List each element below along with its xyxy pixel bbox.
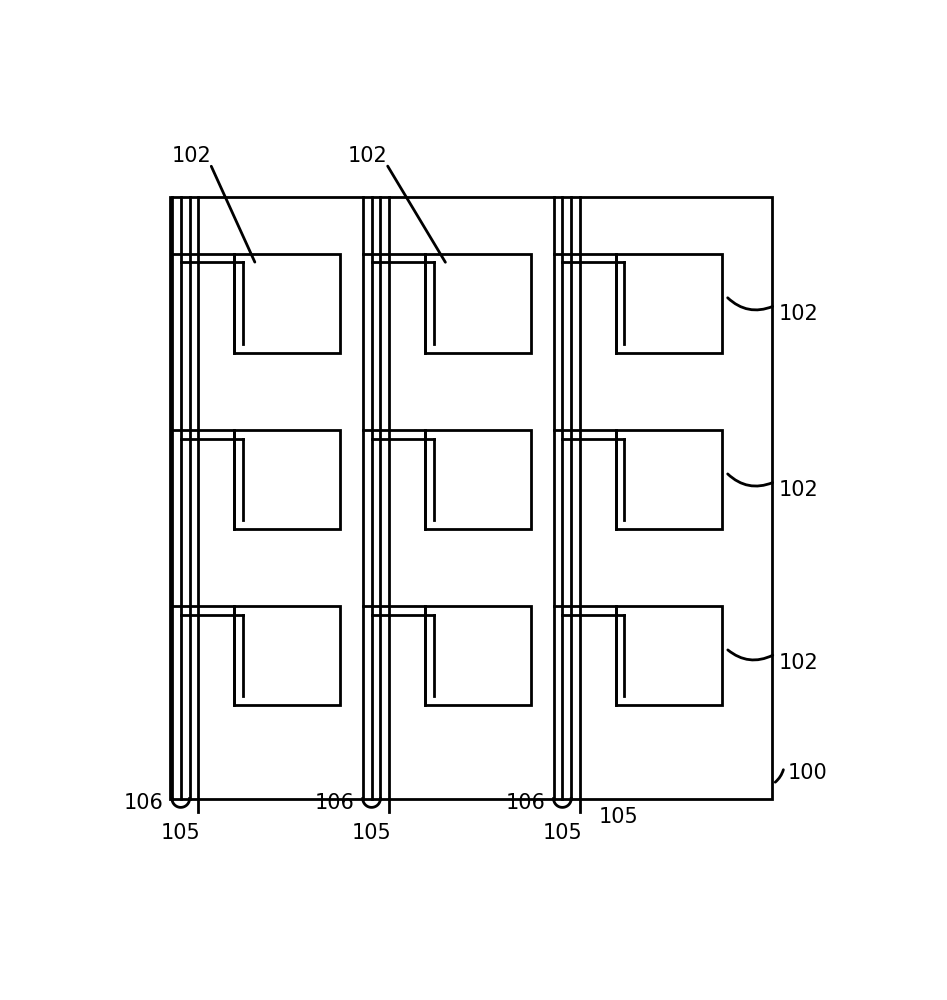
- Bar: [425, 254, 531, 353]
- Bar: [425, 430, 531, 529]
- Bar: [170, 197, 772, 799]
- Bar: [234, 430, 340, 529]
- Text: 102: 102: [172, 146, 211, 166]
- Text: 100: 100: [788, 763, 828, 783]
- Bar: [616, 606, 722, 705]
- Text: 102: 102: [778, 480, 818, 500]
- Bar: [234, 254, 340, 353]
- Bar: [425, 606, 531, 705]
- Bar: [616, 254, 722, 353]
- Bar: [234, 606, 340, 705]
- Text: 105: 105: [161, 823, 201, 843]
- Text: 106: 106: [315, 793, 355, 813]
- Text: 102: 102: [348, 146, 387, 166]
- Text: 106: 106: [124, 793, 164, 813]
- Text: 105: 105: [351, 823, 391, 843]
- Text: 105: 105: [543, 823, 582, 843]
- Text: 106: 106: [506, 793, 545, 813]
- Text: 102: 102: [778, 304, 818, 324]
- Bar: [616, 430, 722, 529]
- Text: 102: 102: [778, 653, 818, 673]
- Text: 105: 105: [599, 807, 638, 827]
